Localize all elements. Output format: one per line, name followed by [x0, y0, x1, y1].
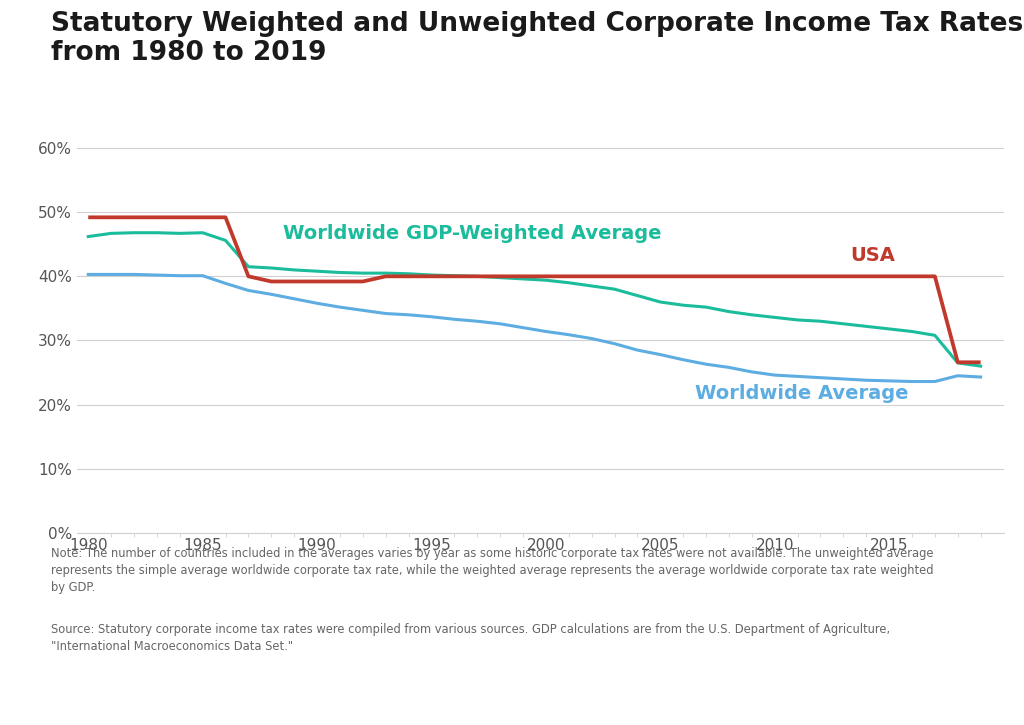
- Text: Statutory Weighted and Unweighted Corporate Income Tax Rates: Statutory Weighted and Unweighted Corpor…: [51, 11, 1023, 37]
- Text: Worldwide GDP-Weighted Average: Worldwide GDP-Weighted Average: [283, 224, 662, 243]
- Text: from 1980 to 2019: from 1980 to 2019: [51, 40, 327, 66]
- Text: @TaxFoundation: @TaxFoundation: [857, 694, 1006, 711]
- Text: Worldwide Average: Worldwide Average: [694, 384, 908, 403]
- Text: Note: The number of countries included in the averages varies by year as some hi: Note: The number of countries included i…: [51, 547, 934, 594]
- Text: USA: USA: [850, 246, 895, 265]
- Text: TAX FOUNDATION: TAX FOUNDATION: [18, 694, 198, 711]
- Text: Source: Statutory corporate income tax rates were compiled from various sources.: Source: Statutory corporate income tax r…: [51, 624, 890, 653]
